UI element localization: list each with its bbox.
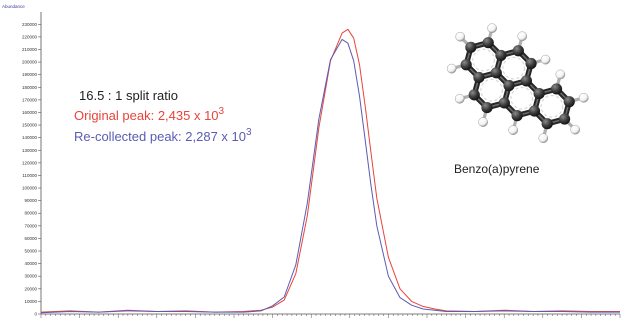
hydrogen-atom: [446, 63, 457, 74]
hydrogen-atom: [540, 54, 551, 65]
chart-series: [40, 28, 620, 314]
y-tick-label: 160000: [22, 110, 38, 115]
recollected-peak-trace: [40, 38, 620, 314]
carbon-atom: [473, 71, 485, 84]
carbon-atom: [525, 57, 537, 70]
y-tick-label: 10000: [24, 299, 37, 304]
y-tick-label: 200000: [22, 60, 38, 65]
carbon-atom: [503, 79, 515, 92]
carbon-atom: [460, 59, 472, 71]
y-tick-label: 150000: [22, 123, 38, 128]
recollected-peak-exponent: 3: [246, 127, 252, 138]
hydrogen-atom: [578, 92, 589, 103]
y-tick-label: 0: [34, 312, 37, 317]
original-peak-text: Original peak: 2,435 x 10: [74, 108, 219, 123]
y-tick-label: 140000: [22, 135, 38, 140]
y-tick-label: 90000: [24, 198, 37, 203]
y-tick-label: 110000: [22, 173, 37, 178]
split-ratio-label: 16.5 : 1 split ratio: [79, 88, 178, 103]
y-tick-label: 70000: [24, 223, 37, 228]
carbon-atom: [541, 118, 553, 130]
molecule-aromatic-ring: [510, 86, 534, 110]
hydrogen-atom: [478, 117, 488, 127]
recollected-peak-text: Re-collected peak: 2,287 x 10: [74, 129, 246, 144]
carbon-atom: [533, 87, 545, 100]
hydrogen-atom: [570, 124, 580, 135]
carbon-atom: [558, 113, 571, 125]
hydrogen-atom: [508, 125, 519, 135]
carbon-atom: [481, 101, 493, 114]
carbon-atom: [498, 97, 510, 109]
chart-axes: Abundance: [2, 4, 620, 315]
carbon-atom: [520, 75, 533, 87]
carbon-atom: [528, 105, 541, 117]
y-tick-label: 30000: [24, 274, 37, 279]
molecule-aromatic-ring: [540, 94, 564, 118]
y-axis-label: Abundance: [2, 4, 25, 9]
hydrogen-atom: [454, 93, 465, 104]
y-tick-label: 40000: [24, 261, 37, 266]
recollected-peak-label: Re-collected peak: 2,287 x 103: [74, 127, 252, 144]
carbon-atom: [495, 49, 507, 62]
carbon-atom: [512, 45, 524, 57]
carbon-atom: [511, 110, 523, 122]
carbon-atom: [465, 41, 477, 53]
carbon-atom: [468, 89, 480, 101]
y-tick-label: 120000: [22, 160, 38, 165]
hydrogen-atom: [487, 23, 497, 33]
x-axis-ticks: [40, 314, 621, 318]
y-axis-ticks: 0 10000 20000 30000 40000 50000 60000 70000 8000…: [22, 22, 41, 317]
molecule-aromatic-ring: [480, 78, 504, 102]
original-peak-label: Original peak: 2,435 x 103: [74, 106, 224, 123]
hydrogen-atom: [517, 31, 528, 42]
y-tick-label: 60000: [24, 236, 37, 241]
benzo-a-pyrene-molecule-image: [446, 23, 589, 144]
y-tick-label: 230000: [22, 22, 38, 27]
carbon-atom: [482, 37, 494, 49]
y-tick-label: 180000: [22, 85, 38, 90]
molecule-aromatic-ring: [502, 56, 526, 80]
hydrogen-atom: [538, 133, 549, 144]
molecule-name-label: Benzo(a)pyrene: [454, 162, 540, 176]
carbon-atom: [490, 67, 502, 79]
y-tick-label: 170000: [22, 97, 38, 102]
molecule-aromatic-ring: [472, 48, 495, 72]
y-tick-label: 190000: [22, 72, 38, 77]
carbon-atom: [550, 83, 563, 95]
carbon-atom: [563, 96, 575, 108]
hydrogen-atom: [455, 31, 466, 42]
y-tick-label: 80000: [24, 211, 37, 216]
hydrogen-atom: [555, 69, 566, 80]
y-tick-label: 130000: [22, 148, 38, 153]
y-tick-label: 20000: [24, 286, 37, 291]
y-tick-label: 50000: [24, 249, 37, 254]
y-tick-label: 220000: [22, 34, 38, 39]
original-peak-exponent: 3: [218, 106, 225, 117]
y-tick-label: 210000: [22, 47, 38, 52]
y-tick-label: 100000: [22, 186, 38, 191]
